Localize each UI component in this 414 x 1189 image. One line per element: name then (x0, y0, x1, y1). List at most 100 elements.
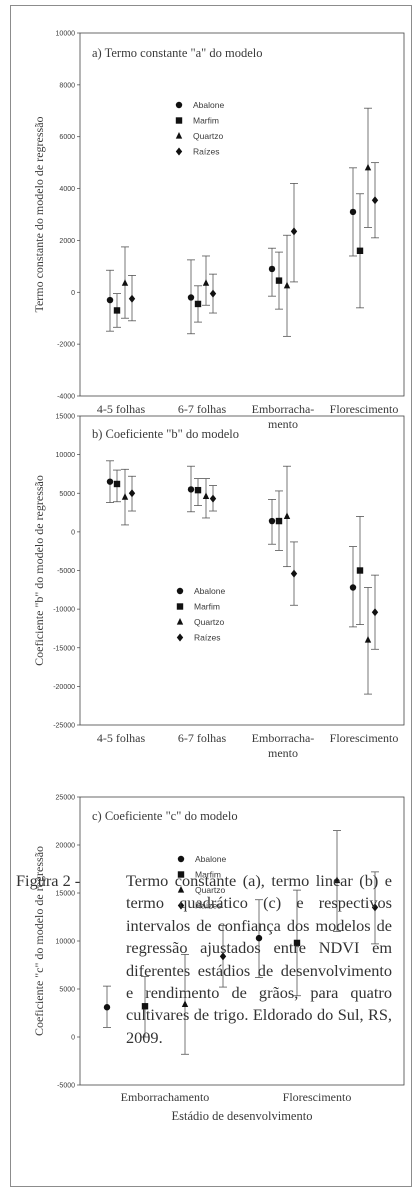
caption-label: Figura 2 - (16, 871, 81, 890)
y-axis-label: Termo constante do modelo de regressão (32, 116, 46, 312)
x-category-label: 4-5 folhas (97, 731, 146, 745)
y-tick-label: -5000 (57, 1083, 75, 1090)
data-point-marfim (194, 300, 202, 308)
legend-marker-marfim (177, 871, 185, 878)
legend-label: Quartzo (195, 885, 226, 895)
y-tick-label: -5000 (57, 568, 75, 575)
x-category-label-line: Emborracha- (252, 402, 315, 416)
y-tick-label: 25000 (56, 795, 76, 802)
x-category-label: Florescimento (283, 1090, 352, 1104)
legend-marker-raízes (175, 147, 183, 156)
caption-text: Termo constante (a), termo linear (b) e … (126, 871, 392, 1047)
data-point-abalone (106, 296, 114, 304)
legend-marker-quartzo (176, 618, 184, 625)
data-point-quartzo (202, 279, 210, 286)
data-point-raízes (128, 294, 136, 303)
y-tick-label: -20000 (53, 684, 75, 691)
legend-label: Quartzo (194, 617, 225, 627)
data-point-raízes (371, 196, 379, 205)
y-tick-label: -4000 (57, 394, 75, 401)
data-point-raízes (219, 952, 227, 961)
legend-marker-quartzo (175, 132, 183, 139)
data-point-quartzo (121, 493, 129, 500)
x-category-label: Emborrachamento (121, 1090, 210, 1104)
legend-marker-quartzo (177, 886, 185, 893)
figure-frame (10, 5, 412, 1187)
data-point-quartzo (333, 876, 341, 884)
legend-label: Raízes (194, 633, 220, 643)
data-point-marfim (275, 517, 283, 525)
legend-label: Abalone (193, 100, 224, 110)
x-category-label: Emborracha-mento (252, 731, 315, 760)
chart-panel-a: -4000 -2000 0 2000 4000 6000 8000 10000 Termo co… (32, 31, 405, 431)
legend-label: Raízes (193, 147, 219, 157)
legend-label: Marfim (195, 870, 221, 880)
data-point-quartzo (364, 636, 372, 643)
x-category-label-line: mento (268, 746, 298, 760)
x-category-label: Emborracha-mento (252, 402, 315, 431)
x-category-label-line: Emborrachamento (121, 1090, 210, 1104)
x-category-label-line: Florescimento (283, 1090, 352, 1104)
x-category-label-line: 6-7 folhas (178, 402, 227, 416)
legend-label: Marfim (193, 116, 219, 126)
legend-label: Raízes (195, 901, 221, 911)
legend-marker-raízes (176, 633, 184, 642)
data-point-marfim (356, 567, 364, 574)
data-point-quartzo (121, 279, 129, 286)
data-point-raízes (290, 227, 298, 236)
data-point-quartzo (283, 512, 291, 520)
x-category-label-line: 6-7 folhas (178, 731, 227, 745)
x-category-label-line: Florescimento (330, 402, 399, 416)
data-point-marfim (113, 307, 121, 314)
data-point-abalone (187, 486, 195, 493)
y-tick-label: 4000 (59, 186, 75, 193)
legend-marker-abalone (177, 855, 185, 863)
data-point-marfim (141, 1003, 149, 1010)
x-category-label-line: 4-5 folhas (97, 402, 146, 416)
x-category-label-line: Emborracha- (252, 731, 315, 745)
y-tick-label: 5000 (59, 491, 75, 498)
data-point-marfim (293, 939, 301, 947)
legend-marker-raízes (177, 901, 185, 910)
chart-panel-c: -5000 0 5000 10000 15000 20000 25000 Coeficient… (32, 795, 405, 1123)
plot-area (79, 32, 405, 397)
y-tick-label: 15000 (56, 891, 76, 898)
chart-panel-b: -25000 -20000 -15000 -10000 -5000 0 5000 10000 1… (32, 414, 405, 760)
y-tick-label: 0 (71, 290, 75, 297)
x-category-label: Florescimento (330, 731, 399, 745)
data-point-abalone (268, 517, 276, 525)
data-point-abalone (106, 478, 114, 485)
panel-title: b) Coeficiente "b" do modelo (92, 427, 239, 441)
data-point-abalone (349, 208, 357, 216)
data-point-raízes (128, 489, 136, 498)
x-axis-label: Estádio de desenvolvimento (172, 1109, 313, 1123)
x-category-label-line: 4-5 folhas (97, 731, 146, 745)
data-point-quartzo (283, 281, 291, 289)
y-tick-label: 10000 (56, 31, 76, 38)
x-category-label: Florescimento (330, 402, 399, 416)
data-point-abalone (349, 584, 357, 591)
panel-title: a) Termo constante "a" do modelo (92, 46, 263, 60)
y-tick-label: -10000 (53, 607, 75, 614)
y-tick-label: 5000 (59, 987, 75, 994)
data-point-abalone (268, 265, 276, 273)
data-point-marfim (194, 486, 202, 494)
legend-label: Quartzo (193, 131, 224, 141)
data-point-raízes (371, 608, 379, 617)
y-tick-label: 20000 (56, 843, 76, 850)
y-tick-label: 10000 (56, 452, 76, 459)
figure-caption: Figura 2 - Termo constante (a), termo li… (16, 870, 392, 1049)
data-point-abalone (103, 1004, 111, 1011)
data-point-abalone (255, 934, 263, 942)
y-axis-label: Coeficiente "b" do modelo de regressão (32, 475, 46, 666)
y-tick-label: 2000 (59, 238, 75, 245)
y-tick-label: 0 (71, 1035, 75, 1042)
y-tick-label: 8000 (59, 82, 75, 89)
x-category-label-line: mento (268, 417, 298, 431)
data-point-raízes (209, 494, 217, 503)
y-tick-label: -15000 (53, 645, 75, 652)
x-category-label: 6-7 folhas (178, 731, 227, 745)
y-tick-label: -2000 (57, 342, 75, 349)
y-tick-label: 6000 (59, 134, 75, 141)
